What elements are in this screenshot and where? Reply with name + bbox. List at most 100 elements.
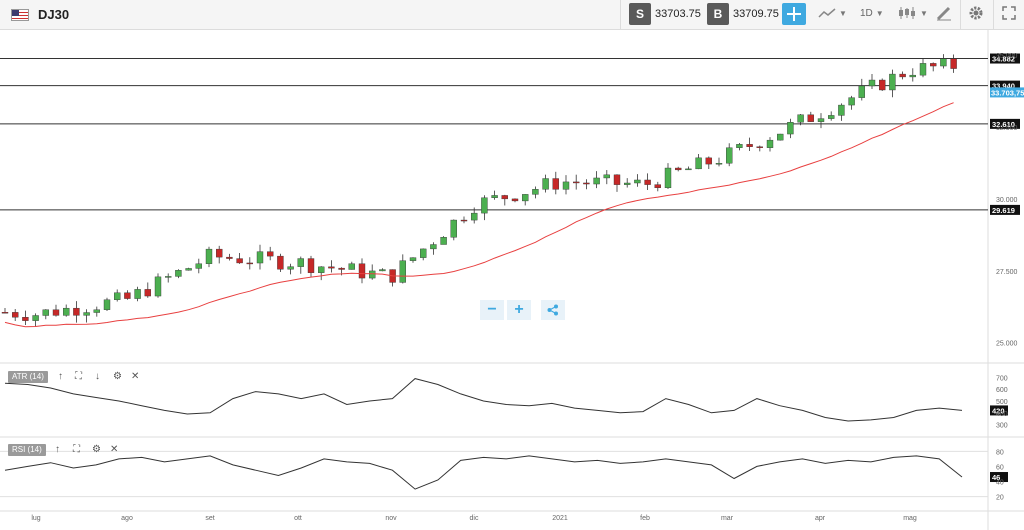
- timeframe-label: 1D: [860, 8, 873, 19]
- candle-up: [562, 181, 570, 190]
- candle-up: [471, 212, 478, 221]
- candle-up: [185, 268, 192, 271]
- candle-up: [542, 178, 549, 190]
- candle-down: [460, 219, 468, 222]
- price-chart[interactable]: 34.882 33.940 32.610 29.619 33.703,75 420 46…: [0, 30, 1024, 530]
- candle-down: [277, 255, 284, 270]
- atr-value-box: [990, 405, 1008, 416]
- candle-down: [899, 73, 906, 78]
- candle-up: [777, 133, 784, 141]
- candle-up: [420, 248, 427, 258]
- gear-icon[interactable]: ⚙: [113, 371, 122, 382]
- candle-up: [164, 276, 172, 278]
- candle-up: [134, 289, 141, 299]
- candle-up: [726, 147, 733, 164]
- axes-labels: 25.000 27.500 30.000 32.500 35.000 300 400 500 6…: [31, 53, 1017, 522]
- close-icon[interactable]: ✕: [131, 371, 140, 382]
- candle-up: [919, 63, 927, 76]
- candlestick-icon: [899, 7, 915, 20]
- candle-down: [746, 144, 753, 147]
- candle-up: [113, 292, 121, 300]
- share-button[interactable]: [541, 300, 565, 320]
- price-axis-tick-label: 35.000: [996, 53, 1018, 60]
- level-label-box: [990, 53, 1020, 64]
- candle-up: [318, 266, 325, 273]
- candle-up: [297, 258, 304, 267]
- arrow-down-icon[interactable]: ↓: [95, 371, 100, 382]
- atr-pane-label[interactable]: ATR (14): [8, 371, 48, 383]
- current-price-box: [990, 87, 1024, 98]
- rsi-line: [4, 455, 963, 490]
- candle-down: [675, 167, 682, 171]
- candle-up: [940, 58, 947, 67]
- candle-down: [226, 256, 233, 259]
- arrow-up-icon[interactable]: ↑: [55, 444, 60, 455]
- crosshair-icon[interactable]: [782, 3, 806, 25]
- zoom-in-button[interactable]: +: [507, 300, 531, 320]
- atr-value-label: 420: [992, 406, 1005, 415]
- fullscreen-button[interactable]: [1002, 3, 1016, 25]
- candle-up: [369, 270, 376, 279]
- timeframe-button[interactable]: 1D ▼: [860, 8, 884, 19]
- candle-up: [634, 179, 641, 184]
- candle-down: [246, 262, 254, 265]
- maximize-icon[interactable]: ⛶: [75, 371, 82, 382]
- price-axis-tick-label: 30.000: [996, 197, 1018, 204]
- x-tick-label: nov: [385, 515, 397, 522]
- current-price-label: 33.703,75: [991, 88, 1024, 97]
- candle-down: [552, 178, 559, 190]
- candle-down: [705, 157, 712, 165]
- toolbar-divider: [620, 0, 621, 30]
- close-icon[interactable]: ✕: [110, 444, 119, 455]
- gear-icon[interactable]: ⚙: [92, 444, 101, 455]
- maximize-icon[interactable]: ⛶: [73, 444, 80, 455]
- atr-axis-tick-label: 400: [996, 411, 1008, 418]
- candle-down: [215, 248, 223, 258]
- candle-up: [848, 97, 855, 106]
- chart-frame: [0, 30, 1024, 530]
- candle-type-button[interactable]: ▼: [897, 3, 928, 25]
- drawing-tools-button[interactable]: [936, 3, 952, 25]
- price-axis-tick-label: 25.000: [996, 341, 1018, 348]
- rsi-axis-tick-label: 20: [996, 495, 1004, 502]
- atr-axis-tick-label: 600: [996, 387, 1008, 394]
- candle-down: [511, 198, 519, 202]
- gear-icon: [969, 6, 983, 20]
- x-tick-label: dic: [470, 515, 479, 522]
- candle-up: [787, 122, 794, 135]
- candle-up: [440, 237, 447, 245]
- us-flag-icon: [11, 9, 29, 21]
- arrow-up-icon[interactable]: ↑: [58, 371, 63, 382]
- candle-up: [205, 248, 213, 264]
- atr-axis-tick-label: 500: [996, 399, 1008, 406]
- toolbar-divider: [960, 0, 961, 30]
- candle-up: [664, 167, 672, 189]
- level-label-box: [990, 118, 1020, 129]
- candle-up: [695, 157, 702, 170]
- candle-down: [950, 58, 957, 69]
- candle-up: [154, 276, 162, 297]
- settings-button[interactable]: [968, 3, 984, 25]
- buy-button[interactable]: B: [707, 3, 729, 25]
- pencil-icon: [936, 7, 951, 21]
- rsi-value-box: [990, 472, 1008, 483]
- chart-type-button[interactable]: ▼: [818, 3, 847, 25]
- candle-up: [93, 309, 101, 313]
- candle-down: [1, 311, 9, 314]
- candle-down: [358, 263, 366, 279]
- rsi-axis-tick-label: 80: [996, 449, 1004, 456]
- candle-up: [450, 219, 457, 238]
- candle-down: [613, 174, 621, 185]
- atr-axis-tick-label: 300: [996, 423, 1008, 430]
- candle-up: [430, 244, 437, 250]
- rsi-pane-label[interactable]: RSI (14): [8, 444, 46, 456]
- candle-up: [715, 163, 723, 165]
- level-label: 32.610: [992, 120, 1015, 129]
- candle-down: [124, 292, 131, 299]
- candle-up: [103, 299, 111, 310]
- candle-up: [766, 139, 774, 148]
- zoom-out-button[interactable]: −: [480, 300, 504, 320]
- candle-up: [399, 260, 406, 283]
- sell-button[interactable]: S: [629, 3, 651, 25]
- candle-down: [236, 258, 243, 264]
